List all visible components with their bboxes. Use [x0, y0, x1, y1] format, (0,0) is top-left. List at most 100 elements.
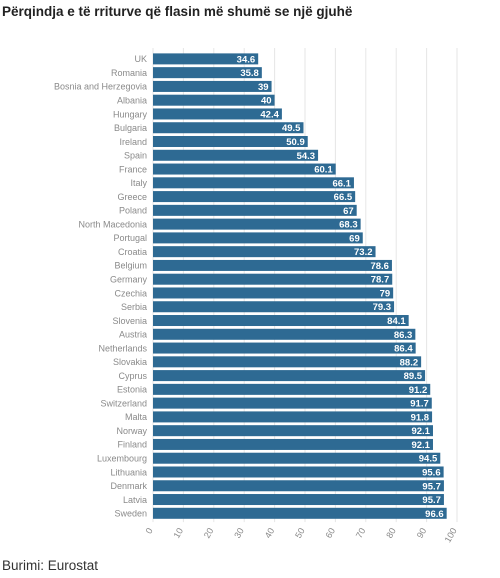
category-label: France	[119, 164, 147, 174]
category-label: Spain	[124, 151, 147, 161]
category-label: Croatia	[118, 247, 147, 257]
bar	[153, 204, 357, 216]
value-label: 60.1	[314, 165, 333, 176]
value-label: 95.6	[422, 467, 441, 478]
x-tick-label: 0	[144, 526, 155, 535]
bar	[153, 218, 361, 230]
bar	[153, 466, 444, 478]
value-label: 91.8	[411, 412, 430, 423]
x-tick-label: 30	[232, 526, 246, 540]
category-label: Germany	[110, 275, 148, 285]
category-label: Lithuania	[110, 467, 147, 477]
category-label: Netherlands	[98, 343, 147, 353]
bar	[153, 80, 272, 92]
category-label: Malta	[125, 412, 147, 422]
bar	[153, 273, 393, 285]
value-label: 96.6	[425, 509, 444, 520]
value-label: 50.9	[286, 137, 305, 148]
value-label: 34.6	[237, 54, 256, 65]
bar	[153, 108, 282, 120]
bar	[153, 163, 336, 175]
category-label: Ireland	[119, 137, 147, 147]
category-label: Bulgaria	[114, 123, 147, 133]
value-label: 79	[380, 288, 391, 299]
category-label: Albania	[117, 95, 147, 105]
category-label: Czechia	[114, 288, 147, 298]
x-tick-label: 40	[263, 526, 277, 540]
value-label: 92.1	[411, 440, 430, 451]
category-label: Portugal	[113, 233, 147, 243]
bar	[153, 411, 433, 423]
x-tick-label: 50	[293, 526, 307, 540]
category-label: Sweden	[114, 509, 147, 519]
value-label: 88.2	[400, 357, 419, 368]
bar	[153, 425, 433, 437]
value-label: 91.7	[410, 399, 429, 410]
bar	[153, 494, 444, 506]
value-label: 40	[261, 96, 272, 107]
bar	[153, 287, 394, 299]
x-tick-label: 70	[354, 526, 368, 540]
bar	[153, 232, 363, 244]
category-label: Belgium	[114, 261, 147, 271]
category-label: Switzerland	[100, 398, 147, 408]
x-tick-label: 100	[443, 526, 459, 544]
category-label: UK	[134, 54, 147, 64]
bar	[153, 177, 354, 189]
bar	[153, 94, 275, 106]
x-tick-label: 80	[384, 526, 398, 540]
bar	[153, 370, 426, 382]
x-tick-label: 90	[415, 526, 429, 540]
value-label: 54.3	[297, 151, 316, 162]
bar-chart: 0 10 20 30 40 50 60 70 80 90 100 UK 34.6 Romania 35.8 B…	[54, 48, 459, 544]
value-label: 69	[349, 233, 360, 244]
bar	[153, 136, 308, 148]
category-label: Cyprus	[118, 371, 147, 381]
value-label: 84.1	[387, 316, 406, 327]
bar	[153, 246, 376, 258]
value-label: 66.1	[332, 178, 351, 189]
value-label: 78.7	[371, 275, 390, 286]
bar	[153, 328, 416, 340]
bar	[153, 438, 433, 450]
bar	[153, 122, 304, 134]
category-label: Greece	[117, 192, 147, 202]
value-label: 42.4	[260, 109, 279, 120]
category-label: Luxembourg	[97, 454, 147, 464]
category-label: Hungary	[113, 109, 148, 119]
bar	[153, 397, 432, 409]
value-label: 68.3	[339, 220, 358, 231]
bar	[153, 191, 356, 203]
bar	[153, 452, 441, 464]
value-label: 95.7	[422, 481, 441, 492]
bar	[153, 383, 431, 395]
x-tick-label: 20	[202, 526, 216, 540]
category-label: Finland	[117, 440, 147, 450]
category-label: Slovenia	[112, 316, 147, 326]
category-label: Austria	[119, 330, 147, 340]
category-label: North Macedonia	[78, 219, 147, 229]
x-tick-label: 10	[171, 526, 185, 540]
category-label: Serbia	[121, 302, 147, 312]
bar	[153, 259, 392, 271]
value-label: 66.5	[334, 192, 353, 203]
value-label: 73.2	[354, 247, 373, 258]
bar	[153, 507, 447, 519]
category-label: Estonia	[117, 385, 147, 395]
category-label: Norway	[116, 426, 147, 436]
bar	[153, 67, 262, 79]
value-label: 94.5	[419, 454, 438, 465]
bar	[153, 480, 444, 492]
value-label: 49.5	[282, 123, 301, 134]
bar	[153, 315, 409, 327]
category-label: Italy	[130, 178, 147, 188]
value-label: 39	[258, 82, 269, 93]
value-label: 95.7	[422, 495, 441, 506]
bar	[153, 149, 319, 161]
bar	[153, 53, 259, 65]
chart-title: Përqindja e të rriturve që flasin më shu…	[2, 4, 353, 19]
value-label: 86.3	[394, 330, 413, 341]
value-label: 78.6	[370, 261, 389, 272]
bar	[153, 356, 422, 368]
bar	[153, 342, 416, 354]
